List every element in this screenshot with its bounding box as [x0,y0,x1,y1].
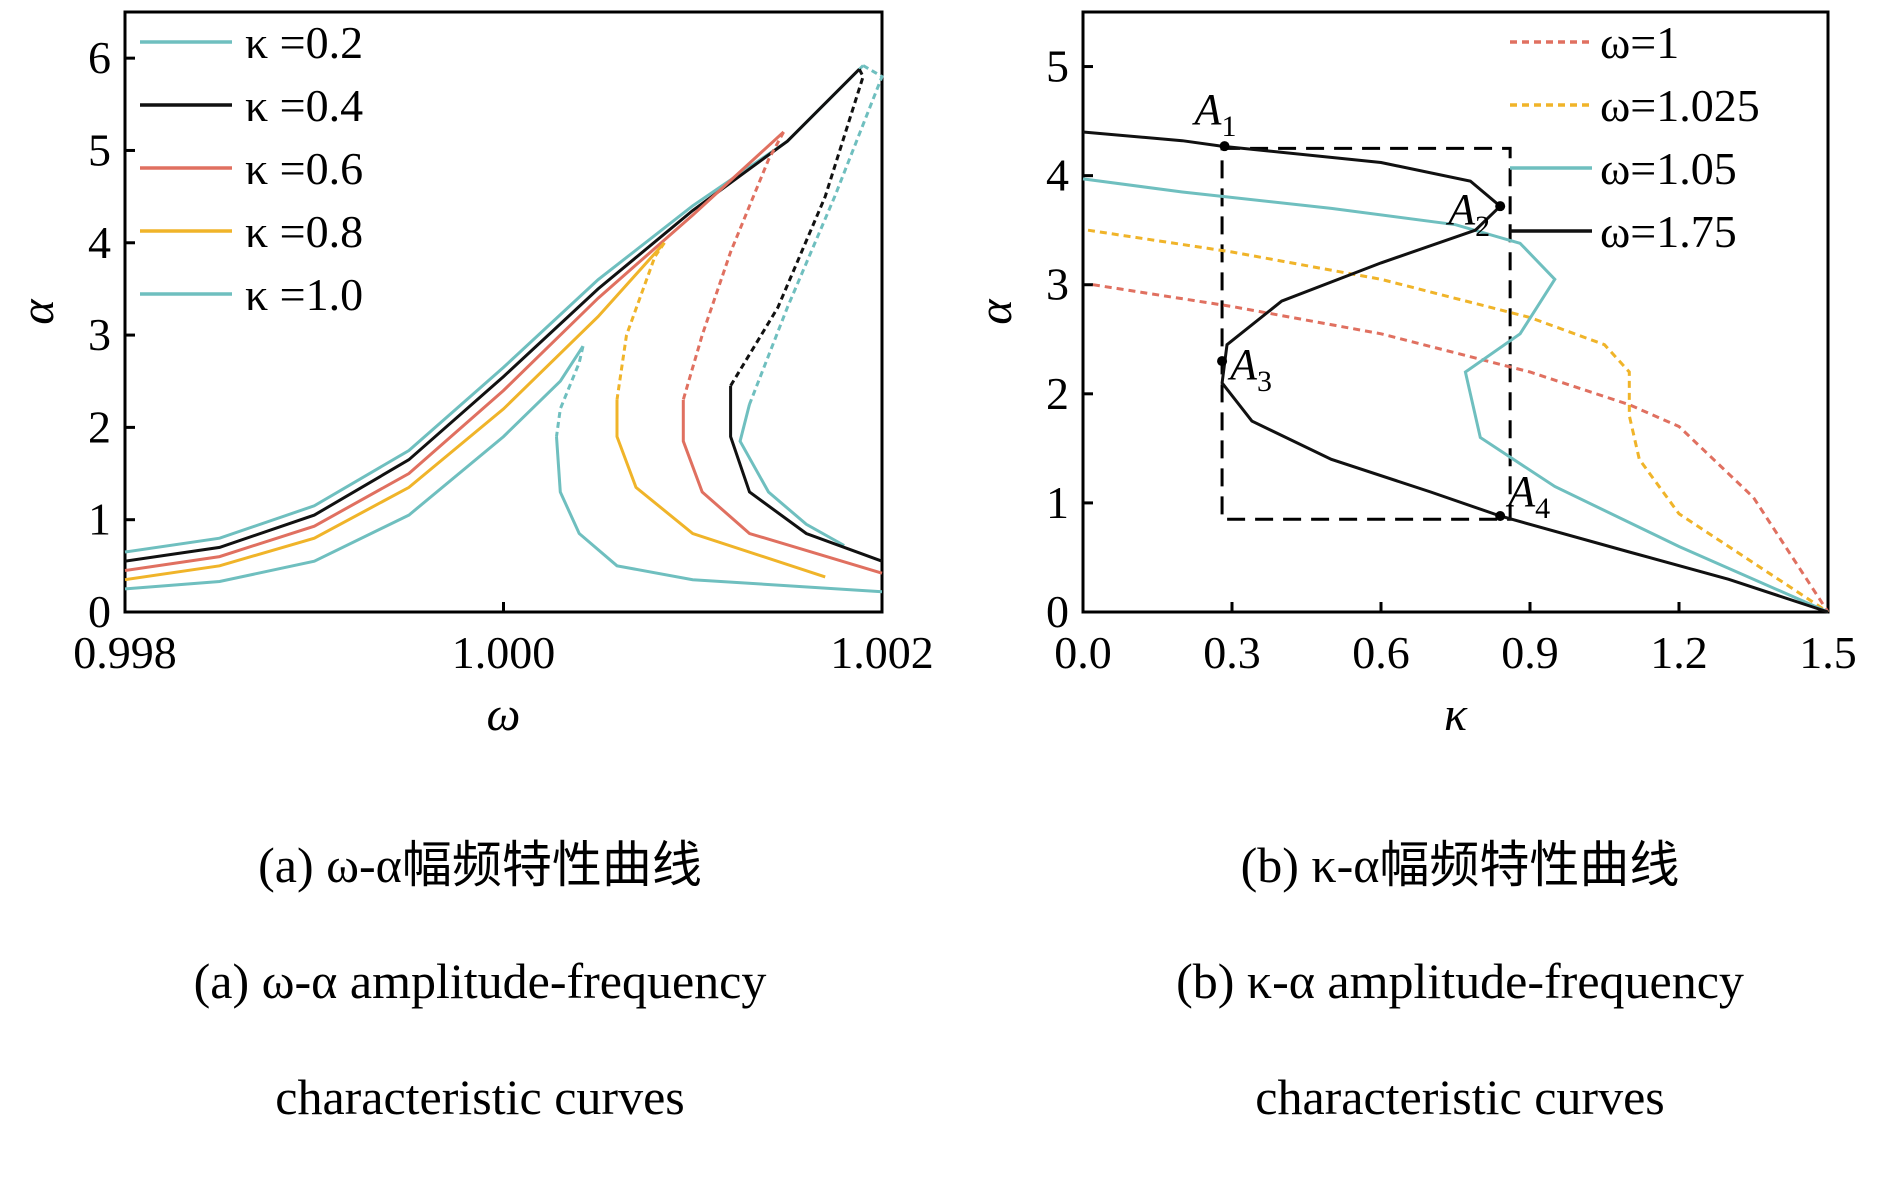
series-1-unstable-branch [729,68,865,387]
y-tick-label: 4 [1046,150,1069,201]
y-tick-label: 6 [88,32,111,83]
series-2-unstable-branch [681,131,785,401]
series-3-unstable-branch [615,241,666,400]
x-axis-label: ω [487,688,521,741]
caption-a-cn: (a) ω-α幅频特性曲线 [258,837,702,893]
x-tick-label: 0.6 [1352,627,1410,678]
series-4-upper-branch [124,345,585,591]
series-1-lower-branch [729,385,883,563]
series-2-lower-branch [681,399,883,575]
caption-b-cn: (b) κ-α幅频特性曲线 [1240,837,1680,893]
series-2-upper-branch [124,130,785,572]
caption-a-en-1: (a) ω-α amplitude-frequency [193,953,767,1009]
series-2-line [1082,177,1829,614]
y-tick-label: 0 [1046,586,1069,637]
legend-label: κ =0.2 [245,17,363,68]
caption-a-en-2: characteristic curves [275,1069,685,1125]
y-tick-label: 2 [88,401,111,452]
caption-a: (a) ω-α幅频特性曲线 (a) ω-α amplitude-frequenc… [60,778,900,1184]
x-axis-label: κ [1444,688,1468,741]
caption-b: (b) κ-α幅频特性曲线 (b) κ-α amplitude-frequenc… [1040,778,1880,1184]
chart-b: 0.0 0.3 0.6 0.9 1.2 1.5 0 1 2 3 4 5 κ α ω=1 ω=1.025 ω=1.… [969,10,1857,741]
legend-label: ω=1.025 [1600,80,1760,131]
x-tick-label: 0.3 [1203,627,1261,678]
legend-label: κ =0.6 [245,143,363,194]
x-tick-label: 1.5 [1799,627,1857,678]
legend-label: κ =0.8 [245,206,363,257]
y-tick-label: 1 [88,494,111,545]
annotation-point [1495,201,1506,212]
caption-b-en-1: (b) κ-α amplitude-frequency [1176,953,1744,1009]
annotation-subscript: 4 [1535,492,1550,525]
annotation-letter: A [1445,185,1476,234]
chart-a: 0.998 1.000 1.002 0 1 2 3 4 5 6 ω α κ =0.2 κ =0.4 κ =0… [11,10,934,741]
x-tick-label: 1.002 [830,627,934,678]
legend-label: ω=1 [1600,17,1679,68]
series-4-unstable-branch [555,345,585,437]
x-tick-label: 1.000 [452,627,556,678]
x-tick-label: 0.998 [73,627,177,678]
annotation-letter: A [1192,85,1223,134]
series-3-upper-branch [124,241,666,582]
plot-frame [1081,10,1830,614]
annotation-point [1495,511,1506,521]
x-tick-label: 0.0 [1054,627,1112,678]
y-tick-label: 5 [1046,41,1069,92]
annotation-letter: A [1227,340,1258,389]
legend-label: κ =1.0 [245,269,363,320]
dashed-region-box [1220,146,1512,521]
series-0-unstable-branch [748,64,884,405]
annotation-label: A1 [1192,85,1237,143]
annotation-label: A4 [1505,467,1550,525]
annotation-letter: A [1505,467,1536,516]
plot-frame [123,10,884,614]
y-tick-label: 2 [1046,368,1069,419]
y-tick-label: 4 [88,217,111,268]
figure: 0.998 1.000 1.002 0 1 2 3 4 5 6 ω α κ =0.2 κ =0.4 κ =0… [11,10,1857,741]
y-tick-label: 5 [88,124,111,175]
annotation-point [1219,141,1230,152]
series-1-upper-branch [124,68,861,563]
caption-b-en-2: characteristic curves [1255,1069,1665,1125]
series-0-lower-branch [738,403,845,547]
y-tick-label: 3 [1046,259,1069,310]
y-axis-label: α [969,299,1022,325]
series-3-lower-branch [615,399,826,579]
annotation-label: A2 [1445,185,1490,243]
y-tick-label: 0 [88,586,111,637]
annotation-subscript: 1 [1221,110,1236,143]
series-1-line [1087,228,1829,614]
y-tick-label: 1 [1046,477,1069,528]
series-3-line [1082,130,1829,614]
legend-label: κ =0.4 [245,80,363,131]
annotation-point [1217,356,1228,367]
series-0-upper-branch [124,64,865,554]
series-0-line [1092,283,1830,613]
series-4-lower-branch [555,436,883,594]
x-tick-label: 0.9 [1501,627,1559,678]
annotation-subscript: 2 [1475,210,1490,243]
annotation-label: A3 [1227,340,1272,398]
y-tick-label: 3 [88,309,111,360]
y-axis-label: α [11,299,64,325]
x-tick-label: 1.2 [1650,627,1708,678]
annotation-subscript: 3 [1257,365,1272,398]
legend-label: ω=1.75 [1600,206,1737,257]
legend-label: ω=1.05 [1600,143,1737,194]
